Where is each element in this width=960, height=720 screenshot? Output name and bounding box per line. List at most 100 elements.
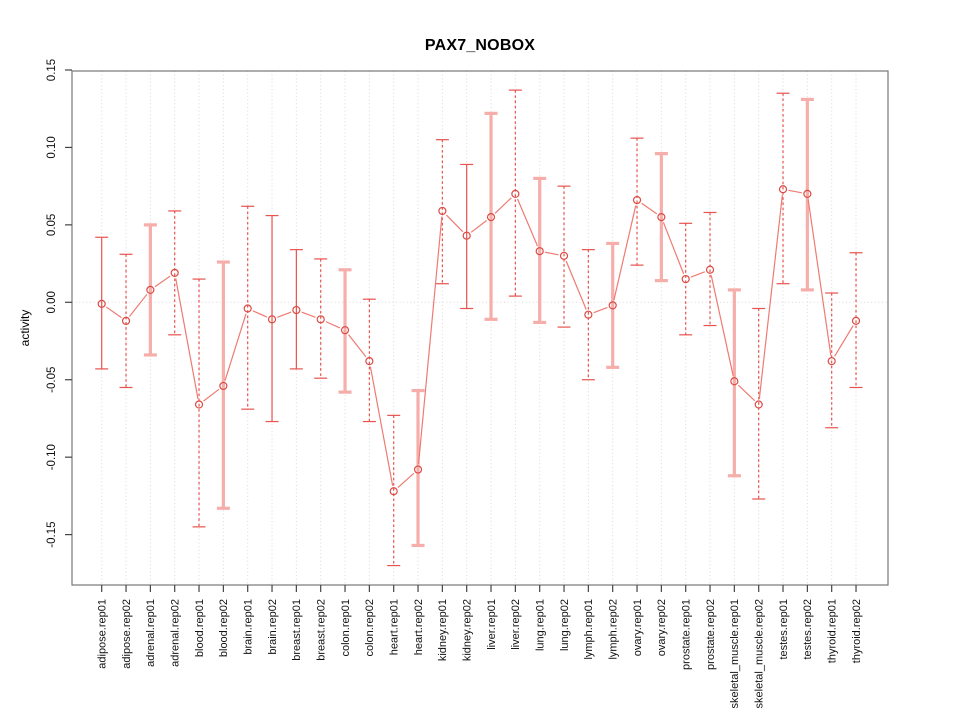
series-line-segment bbox=[690, 271, 706, 278]
series-line-segment bbox=[565, 260, 587, 310]
x-tick-label: liver.rep02 bbox=[510, 599, 522, 650]
x-tick-label: colon.rep02 bbox=[364, 599, 376, 657]
x-tick-label: adrenal.rep01 bbox=[145, 599, 157, 667]
x-tick-label: testes.rep02 bbox=[802, 599, 814, 660]
x-tick-label: prostate.rep01 bbox=[680, 599, 692, 670]
x-tick-label: ovary.rep01 bbox=[632, 599, 644, 656]
y-tick-label: 0.00 bbox=[46, 291, 58, 313]
data-point bbox=[681, 274, 690, 284]
y-tick-label: 0.05 bbox=[46, 214, 58, 236]
series-line-segment bbox=[445, 214, 464, 233]
series-line-segment bbox=[494, 197, 512, 214]
data-point bbox=[194, 400, 204, 409]
data-point bbox=[267, 315, 277, 324]
data-point bbox=[413, 465, 423, 474]
y-tick-label: -0.15 bbox=[46, 521, 58, 547]
series-line-segment bbox=[545, 251, 559, 256]
data-point bbox=[243, 304, 252, 313]
x-tick-label: ovary.rep02 bbox=[656, 599, 668, 656]
x-tick-label: skeletal_muscle.rep01 bbox=[729, 599, 741, 708]
x-tick-label: thyroid.rep02 bbox=[851, 599, 863, 663]
series-line-segment bbox=[834, 325, 854, 357]
x-tick-label: prostate.rep02 bbox=[705, 599, 717, 670]
plot-box bbox=[71, 70, 889, 586]
data-point bbox=[438, 206, 447, 216]
series-line-segment bbox=[301, 311, 316, 318]
x-tick-label: adrenal.rep02 bbox=[169, 599, 181, 667]
series-line-segment bbox=[470, 220, 487, 233]
series-line-segment bbox=[154, 275, 171, 288]
x-tick-label: heart.rep02 bbox=[413, 599, 425, 655]
series-line-segment bbox=[277, 311, 292, 318]
data-point bbox=[292, 305, 301, 315]
x-tick-label: breast.rep01 bbox=[291, 599, 303, 661]
x-tick-label: adipose.rep02 bbox=[121, 599, 133, 669]
series-line-segment bbox=[593, 306, 608, 314]
series-line-segment bbox=[788, 189, 802, 194]
data-point bbox=[778, 185, 788, 194]
series-line-segment bbox=[203, 388, 220, 402]
x-tick-label: heart.rep01 bbox=[388, 599, 400, 655]
data-point bbox=[851, 316, 861, 325]
data-point bbox=[486, 213, 496, 222]
x-tick-label: testes.rep01 bbox=[778, 599, 790, 660]
series-line-segment bbox=[662, 222, 685, 275]
data-point bbox=[146, 285, 155, 295]
data-point bbox=[219, 381, 228, 391]
series-line-segment bbox=[129, 293, 148, 317]
x-tick-label: brain.rep01 bbox=[242, 599, 254, 655]
x-tick-label: lymph.rep01 bbox=[583, 599, 595, 660]
y-tick-label: 0.15 bbox=[46, 59, 58, 81]
series-line-segment bbox=[105, 306, 122, 319]
x-tick-label: kidney.rep01 bbox=[437, 599, 449, 661]
data-point bbox=[316, 315, 325, 324]
y-tick-label: -0.10 bbox=[46, 444, 58, 470]
series-line-segment bbox=[348, 334, 367, 358]
x-tick-label: liver.rep01 bbox=[486, 599, 498, 650]
x-tick-label: blood.rep01 bbox=[194, 599, 206, 657]
y-tick-label: -0.05 bbox=[46, 367, 58, 393]
x-tick-label: lung.rep01 bbox=[534, 599, 546, 651]
data-point bbox=[170, 268, 179, 277]
data-point bbox=[511, 189, 520, 198]
data-point bbox=[535, 247, 544, 256]
data-point bbox=[803, 189, 812, 198]
y-tick-label: 0.10 bbox=[46, 136, 58, 158]
series-line-segment bbox=[710, 275, 734, 376]
series-line-segment bbox=[737, 384, 756, 402]
data-point bbox=[340, 326, 350, 335]
series-line-segment bbox=[641, 202, 658, 215]
series-line-segment bbox=[516, 198, 539, 247]
data-point bbox=[559, 251, 569, 260]
series-line-segment bbox=[369, 366, 394, 486]
series-line-segment bbox=[252, 310, 268, 318]
x-tick-label: skeletal_muscle.rep02 bbox=[753, 599, 765, 708]
series-line-segment bbox=[758, 194, 783, 400]
x-tick-label: adipose.rep01 bbox=[97, 599, 109, 669]
x-tick-label: lung.rep02 bbox=[559, 599, 571, 651]
data-point bbox=[608, 301, 617, 310]
x-tick-label: kidney.rep02 bbox=[461, 599, 473, 661]
series-line-segment bbox=[397, 472, 415, 488]
x-tick-label: brain.rep02 bbox=[267, 599, 279, 655]
x-tick-label: lymph.rep02 bbox=[607, 599, 619, 660]
chart-title: PAX7_NOBOX bbox=[424, 37, 536, 54]
data-point bbox=[657, 213, 666, 222]
x-tick-label: breast.rep02 bbox=[315, 599, 327, 661]
x-tick-label: thyroid.rep01 bbox=[826, 599, 838, 663]
data-point bbox=[730, 377, 739, 386]
series-line-segment bbox=[325, 321, 341, 329]
series-line-segment bbox=[175, 278, 199, 400]
data-point bbox=[754, 400, 763, 409]
data-point bbox=[97, 299, 106, 308]
data-point bbox=[827, 357, 836, 366]
x-tick-label: colon.rep01 bbox=[340, 599, 352, 657]
data-point bbox=[365, 357, 374, 366]
series-line-segment bbox=[613, 205, 637, 301]
data-point bbox=[389, 487, 398, 496]
data-point bbox=[462, 231, 471, 240]
x-tick-label: blood.rep02 bbox=[218, 599, 230, 657]
series-line-segment bbox=[417, 216, 443, 465]
